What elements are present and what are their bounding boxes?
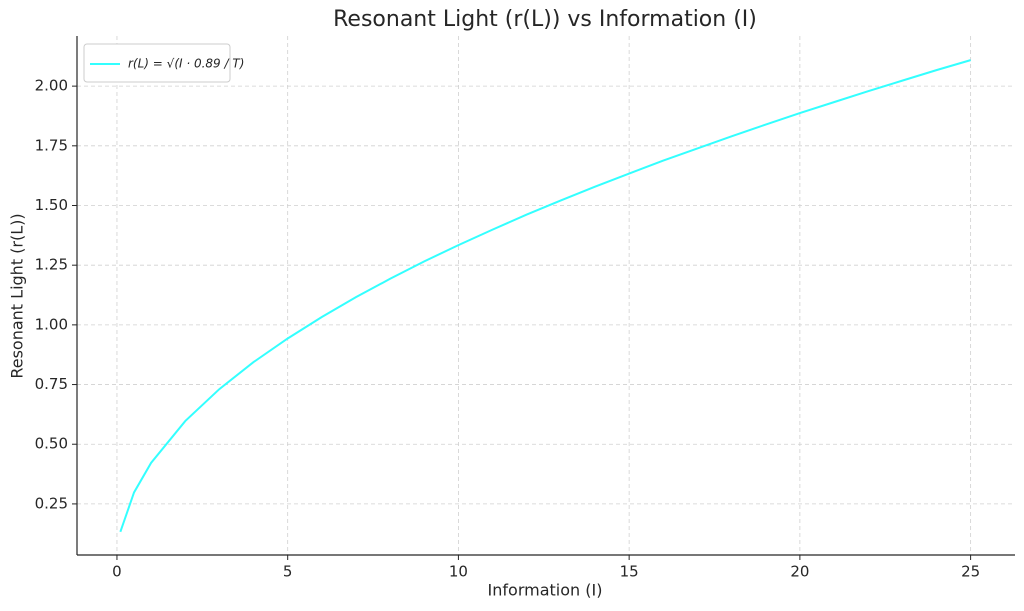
y-tick-label: 1.25 — [35, 256, 68, 274]
x-tick-label: 25 — [961, 563, 980, 581]
legend-box — [83, 43, 231, 83]
y-tick-label: 1.50 — [35, 196, 68, 214]
x-tick-label: 20 — [790, 563, 809, 581]
legend-label: r(L) = √(I · 0.89 / T) — [128, 57, 244, 71]
y-tick-label: 0.75 — [35, 375, 68, 393]
x-tick-label: 10 — [449, 563, 468, 581]
x-axis-label: Information (I) — [488, 581, 603, 600]
y-axis-label: Resonant Light (r(L)) — [8, 213, 27, 378]
y-tick-label: 0.50 — [35, 435, 68, 453]
y-tick-label: 2.00 — [35, 77, 68, 95]
y-tick-label: 1.75 — [35, 136, 68, 154]
x-tick-label: 5 — [283, 563, 293, 581]
x-tick-label: 0 — [112, 563, 122, 581]
y-tick-label: 0.25 — [35, 494, 68, 512]
line — [119, 59, 971, 533]
chart-title: Resonant Light (r(L)) vs Information (I) — [333, 7, 757, 32]
x-tick-label: 15 — [620, 563, 639, 581]
y-tick-label: 1.00 — [35, 315, 68, 333]
